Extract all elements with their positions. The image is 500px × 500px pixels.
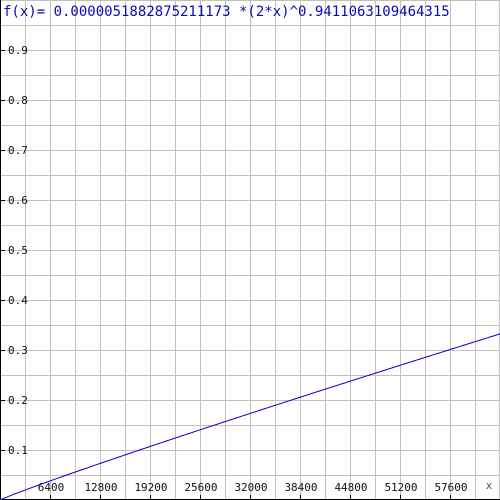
x-tick-label: 57600: [434, 481, 467, 494]
y-tick-label: 0.8: [8, 94, 28, 107]
x-tick-label: 51200: [384, 481, 417, 494]
tick-labels: 0.1 0.2 0.3 0.4 0.5 0.6 0.7 0.8 0.9 6400 12800 1920…: [0, 44, 468, 500]
chart-title: f(x)= 0.0000051882875211173 *(2*x)^0.941…: [3, 4, 450, 20]
series-group: [0, 333, 500, 500]
y-tick-label: 0.5: [8, 244, 28, 257]
x-tick-label: 38400: [284, 481, 317, 494]
y-tick-label: 0.4: [8, 294, 28, 307]
x-tick-label: 25600: [184, 481, 217, 494]
y-tick-label: 0.3: [8, 344, 28, 357]
x-tick-label: 44800: [334, 481, 367, 494]
y-tick-label: 0.9: [8, 44, 28, 57]
x-tick-label: 12800: [84, 481, 117, 494]
y-tick-label: 0.6: [8, 194, 28, 207]
x-tick-label: 6400: [38, 481, 65, 494]
x-tick-label: 19200: [134, 481, 167, 494]
y-tick-label: 0.7: [8, 144, 28, 157]
x-tick-label: 32000: [234, 481, 267, 494]
y-tick-label: 0.1: [8, 444, 28, 457]
series-line: [0, 333, 500, 500]
y-tick-label: 0.2: [8, 394, 28, 407]
x-axis-label: x: [486, 479, 493, 492]
